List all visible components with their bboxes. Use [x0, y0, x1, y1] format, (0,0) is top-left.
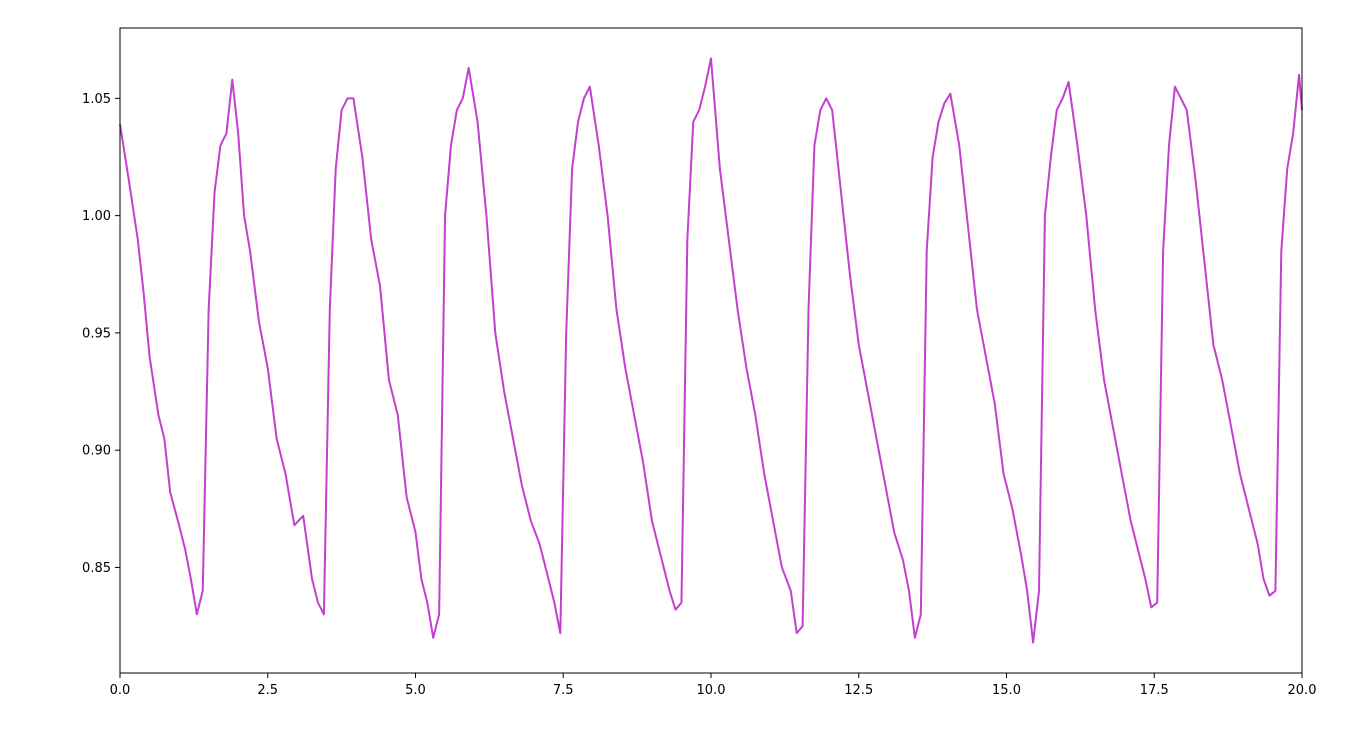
series-layer [119, 57, 1303, 644]
x-tick-label: 17.5 [1140, 683, 1169, 698]
y-tick-label: 1.00 [82, 209, 111, 224]
x-tick-label: 20.0 [1288, 683, 1317, 698]
x-tick-label: 2.5 [257, 683, 278, 698]
y-axis: 0.85 0.90 0.95 1.00 1.05 [82, 92, 120, 576]
x-tick-label: 12.5 [844, 683, 873, 698]
x-tick-label: 10.0 [697, 683, 726, 698]
series-line-0 [119, 57, 1303, 644]
y-tick-label: 0.95 [82, 326, 111, 341]
x-tick-label: 7.5 [553, 683, 574, 698]
y-tick-label: 1.05 [82, 92, 111, 107]
y-tick-label: 0.85 [82, 561, 111, 576]
x-tick-label: 5.0 [405, 683, 426, 698]
x-tick-label: 15.0 [992, 683, 1021, 698]
y-tick-label: 0.90 [82, 444, 111, 459]
x-tick-label: 0.0 [110, 683, 131, 698]
x-axis: 0.0 2.5 5.0 7.5 10.0 12.5 15.0 17.5 20.0 [110, 673, 1317, 698]
